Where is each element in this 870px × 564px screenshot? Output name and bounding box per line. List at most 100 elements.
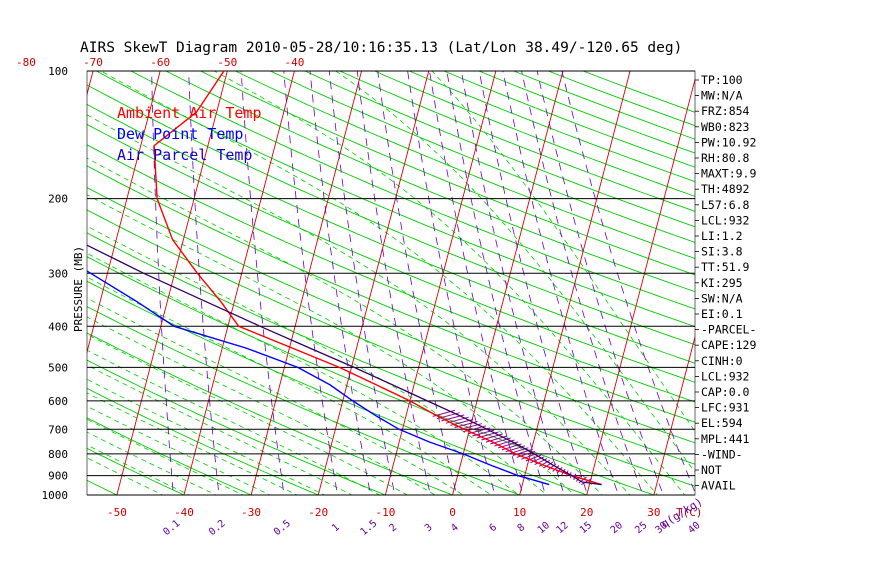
mixing-ratio-line: [562, 71, 700, 504]
chart-title: AIRS SkewT Diagram 2010-05-28/10:16:35.1…: [80, 40, 682, 56]
isotherm-line: [249, 62, 364, 504]
legend-ambient-air-temp: Ambient Air Temp: [117, 104, 262, 122]
dry-adiabat-line: [250, 62, 870, 504]
mixing-ratio-line: [310, 71, 372, 504]
top-temp-tick-label: -70: [83, 56, 103, 69]
bottom-temp-tick-label: -50: [107, 506, 127, 519]
pressure-tick-label: 600: [48, 395, 68, 408]
pressure-tick-label: 700: [48, 423, 68, 436]
top-temp-tick-label: -50: [217, 56, 237, 69]
dry-adiabat-line: [387, 62, 870, 504]
bottom-temp-tick-label: 10: [513, 506, 526, 519]
mixing-ratio-tick-label: 40: [686, 520, 702, 536]
stats-line: -WIND-: [701, 447, 743, 461]
dry-adiabat-line: [0, 62, 136, 504]
dry-adiabat-line: [0, 62, 68, 504]
bottom-temp-tick-label: -40: [174, 506, 194, 519]
stats-line: LCL:932: [701, 213, 749, 227]
mixing-ratio-tick-label: 8: [516, 522, 528, 534]
stats-line: TP:100: [701, 73, 743, 87]
bottom-temp-tick-label: 0: [449, 506, 456, 519]
mixing-ratio-line: [378, 71, 459, 504]
mixing-ratio-tick-label: 1: [330, 522, 342, 534]
stats-line: CINH:0: [701, 354, 743, 368]
bottom-temp-tick-label: -10: [375, 506, 395, 519]
stats-line: MPL:441: [701, 432, 750, 446]
mixing-ratio-tick-label: 0.1: [161, 518, 182, 538]
mixing-ratio-tick-label: 4: [449, 522, 461, 534]
stats-line: WB0:823: [701, 120, 750, 134]
pressure-tick-label: 100: [48, 65, 68, 78]
mixing-ratio-tick-label: 1.5: [359, 518, 380, 538]
stats-line: KI:295: [701, 276, 743, 290]
stats-line: TH:4892: [701, 182, 749, 196]
mixing-ratio-tick-label: 0.2: [207, 518, 228, 538]
stats-line: MW:N/A: [701, 89, 743, 103]
top-temp-tick-label: -60: [150, 56, 170, 69]
dry-adiabat-line: [147, 62, 870, 504]
pressure-tick-label: 1000: [42, 489, 69, 502]
stats-line: LI:1.2: [701, 229, 743, 243]
stats-line: LFC:931: [701, 401, 750, 415]
bottom-temp-tick-label: -30: [241, 506, 261, 519]
stats-line: L57:6.8: [701, 198, 750, 212]
mixing-ratio-line: [284, 71, 339, 504]
mixing-ratio-tick-label: 10: [536, 520, 552, 536]
legend: Ambient Air Temp Dew Point Temp Air Parcel…: [117, 104, 262, 164]
stats-line: LCL:932: [701, 369, 749, 383]
stats-line: NOT: [701, 463, 722, 477]
dry-adiabat-line: [319, 62, 870, 504]
pressure-tick-labels: 100 200 300 400 500 600 700 800 900 1000: [42, 65, 69, 502]
stats-line: RH:80.8: [701, 151, 750, 165]
stats-line: EI:0.1: [701, 307, 743, 321]
pressure-tick-label: 500: [48, 361, 68, 374]
isotherm-line: [383, 62, 498, 504]
mixing-ratio-tick-label: 6: [487, 522, 499, 534]
stats-line: AVAIL: [701, 479, 736, 493]
dry-adiabat-line: [216, 62, 870, 504]
pressure-tick-label: 400: [48, 320, 68, 333]
stats-line: PW:10.92: [701, 135, 756, 149]
stats-line: MAXT:9.9: [701, 167, 756, 181]
mixing-ratio-tick-label: 2: [387, 522, 399, 534]
bottom-temp-tick-label: 20: [580, 506, 593, 519]
stats-line: CAPE:129: [701, 338, 756, 352]
bottom-temp-tick-label: -20: [308, 506, 328, 519]
mixing-ratio-tick-label: 15: [578, 520, 594, 536]
moist-adiabat-line: [214, 71, 692, 504]
dry-adiabat-line: [0, 62, 680, 504]
pressure-tick-label: 800: [48, 448, 68, 461]
pressure-tick-label: 200: [48, 193, 68, 206]
pressure-tick-label: 300: [48, 267, 68, 280]
mixing-ratio-tick-label: 20: [609, 520, 625, 536]
mixing-ratio-line: [503, 71, 622, 504]
isotherm-line: [0, 62, 28, 504]
legend-dew-point-temp: Dew Point Temp: [117, 125, 243, 143]
isotherm-line: [853, 62, 870, 504]
stats-line: -PARCEL-: [701, 323, 756, 337]
dry-adiabat-line: [353, 62, 870, 504]
bottom-temp-tick-label: 30: [647, 506, 660, 519]
moist-adiabat-line: [0, 71, 611, 504]
mixing-ratio-tick-label: 0.5: [272, 518, 293, 538]
mixing-ratio-tick-label: 12: [554, 520, 570, 536]
y-axis-label: PRESSURE (MB): [72, 246, 85, 332]
mixing-ratio-line: [522, 71, 647, 504]
top-temp-tick-label: -40: [284, 56, 304, 69]
dry-adiabat-line: [0, 62, 748, 504]
stats-line: EL:594: [701, 416, 743, 430]
pressure-tick-label: 900: [48, 470, 68, 483]
stats-line: SW:N/A: [701, 291, 743, 305]
stats-line: FRZ:854: [701, 104, 750, 118]
top-temp-tick-label: -80: [16, 56, 36, 69]
mixing-ratio-line: [461, 71, 567, 504]
stats-line: TT:51.9: [701, 260, 750, 274]
stats-line: CAP:0.0: [701, 385, 750, 399]
legend-air-parcel-temp: Air Parcel Temp: [117, 146, 252, 164]
stats-line: SI:3.8: [701, 245, 743, 259]
isotherm-line: [786, 62, 870, 504]
mixing-ratio-tick-label: 25: [633, 520, 649, 536]
